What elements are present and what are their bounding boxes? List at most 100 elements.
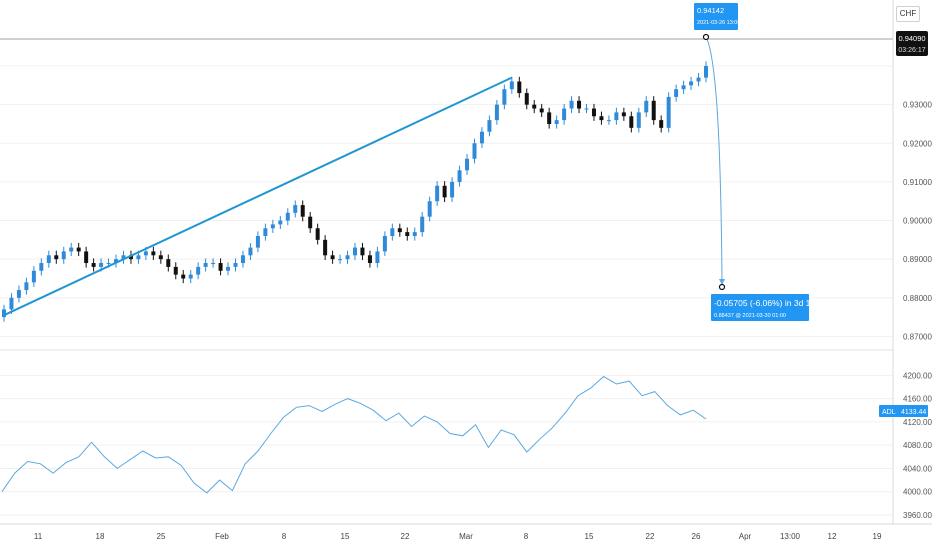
- price-axis[interactable]: 0.93000 0.92000 0.91000 0.90000 0.89000 0.880…: [903, 101, 932, 342]
- candle[interactable]: [674, 84, 679, 102]
- candle[interactable]: [554, 115, 559, 129]
- candle[interactable]: [502, 84, 507, 110]
- candle[interactable]: [315, 223, 320, 245]
- candle[interactable]: [166, 254, 171, 272]
- candle[interactable]: [338, 254, 343, 264]
- candle[interactable]: [158, 250, 163, 264]
- candle[interactable]: [114, 254, 119, 268]
- candle[interactable]: [69, 242, 74, 257]
- candle[interactable]: [375, 246, 380, 268]
- candle[interactable]: [509, 76, 514, 94]
- candle[interactable]: [487, 115, 492, 137]
- candle[interactable]: [173, 262, 178, 280]
- candle[interactable]: [532, 100, 537, 114]
- candle[interactable]: [181, 269, 186, 284]
- candle[interactable]: [517, 76, 522, 98]
- candle[interactable]: [353, 242, 357, 260]
- candle[interactable]: [203, 258, 208, 272]
- candle[interactable]: [465, 154, 470, 175]
- candle[interactable]: [621, 107, 626, 121]
- candle[interactable]: [128, 250, 133, 264]
- candle[interactable]: [84, 246, 89, 268]
- candle[interactable]: [76, 242, 81, 257]
- candle[interactable]: [614, 107, 619, 125]
- candle[interactable]: [704, 61, 708, 83]
- candle[interactable]: [569, 96, 574, 114]
- candle[interactable]: [16, 285, 21, 303]
- candle[interactable]: [577, 96, 582, 114]
- candle[interactable]: [457, 165, 462, 187]
- candle[interactable]: [584, 103, 589, 114]
- candle[interactable]: [285, 208, 290, 226]
- candle[interactable]: [54, 250, 59, 264]
- candle[interactable]: [606, 115, 611, 125]
- candle[interactable]: [31, 266, 36, 287]
- candle[interactable]: [196, 262, 201, 280]
- candle[interactable]: [188, 269, 193, 284]
- candle[interactable]: [599, 111, 604, 125]
- candle[interactable]: [382, 231, 387, 257]
- candle[interactable]: [524, 88, 529, 110]
- candle[interactable]: [367, 250, 372, 268]
- candle[interactable]: [308, 212, 313, 233]
- candle[interactable]: [61, 246, 66, 264]
- candle[interactable]: [91, 258, 96, 272]
- adl-axis[interactable]: 4200.00 4160.00 4120.00 4080.00 4040.00 4000.…: [903, 371, 932, 520]
- projection-arc[interactable]: [705, 36, 723, 280]
- currency-badge[interactable]: CHF: [896, 6, 920, 22]
- candle[interactable]: [151, 246, 156, 260]
- candle[interactable]: [666, 92, 671, 133]
- candle[interactable]: [681, 80, 686, 94]
- candle[interactable]: [696, 72, 701, 87]
- candle[interactable]: [278, 215, 283, 230]
- candle[interactable]: [450, 177, 455, 202]
- candle[interactable]: [24, 277, 29, 295]
- candle[interactable]: [300, 200, 305, 222]
- candle[interactable]: [562, 103, 567, 125]
- candle[interactable]: [479, 127, 484, 148]
- candle[interactable]: [240, 250, 245, 268]
- candle[interactable]: [659, 115, 664, 133]
- candle[interactable]: [412, 227, 417, 241]
- candle[interactable]: [46, 250, 51, 268]
- candle[interactable]: [405, 227, 410, 241]
- candle[interactable]: [330, 250, 335, 264]
- candle[interactable]: [121, 250, 126, 264]
- candle[interactable]: [293, 200, 298, 218]
- candle[interactable]: [2, 304, 6, 322]
- candle[interactable]: [323, 235, 328, 260]
- candle[interactable]: [644, 96, 649, 118]
- candle[interactable]: [9, 293, 14, 315]
- candle[interactable]: [233, 258, 238, 272]
- candle[interactable]: [442, 181, 447, 202]
- candle[interactable]: [472, 138, 477, 164]
- candle[interactable]: [226, 262, 231, 276]
- candle[interactable]: [629, 111, 634, 133]
- candle[interactable]: [689, 76, 694, 90]
- candlestick-series[interactable]: [2, 61, 708, 322]
- adl-line[interactable]: [1, 375, 707, 494]
- candle[interactable]: [651, 96, 656, 125]
- candle[interactable]: [547, 107, 552, 129]
- time-axis[interactable]: 11 18 25 Feb 8 15 22 Mar 8 15 22 26 Apr 13:00 12 19: [34, 532, 882, 541]
- candle[interactable]: [390, 223, 395, 241]
- candle[interactable]: [218, 258, 223, 276]
- candle[interactable]: [270, 219, 275, 233]
- trendline[interactable]: [3, 76, 513, 317]
- candle[interactable]: [248, 242, 253, 260]
- candle[interactable]: [591, 103, 596, 121]
- candle[interactable]: [494, 100, 499, 125]
- candle[interactable]: [636, 107, 641, 133]
- candle[interactable]: [360, 242, 365, 260]
- candle[interactable]: [39, 258, 44, 276]
- candle[interactable]: [397, 223, 402, 237]
- candle[interactable]: [345, 250, 350, 264]
- candle[interactable]: [255, 231, 260, 253]
- candle[interactable]: [420, 212, 425, 237]
- candle[interactable]: [435, 181, 440, 206]
- candle[interactable]: [539, 103, 544, 118]
- candle[interactable]: [211, 258, 216, 268]
- candle[interactable]: [427, 196, 432, 222]
- candle[interactable]: [263, 223, 268, 241]
